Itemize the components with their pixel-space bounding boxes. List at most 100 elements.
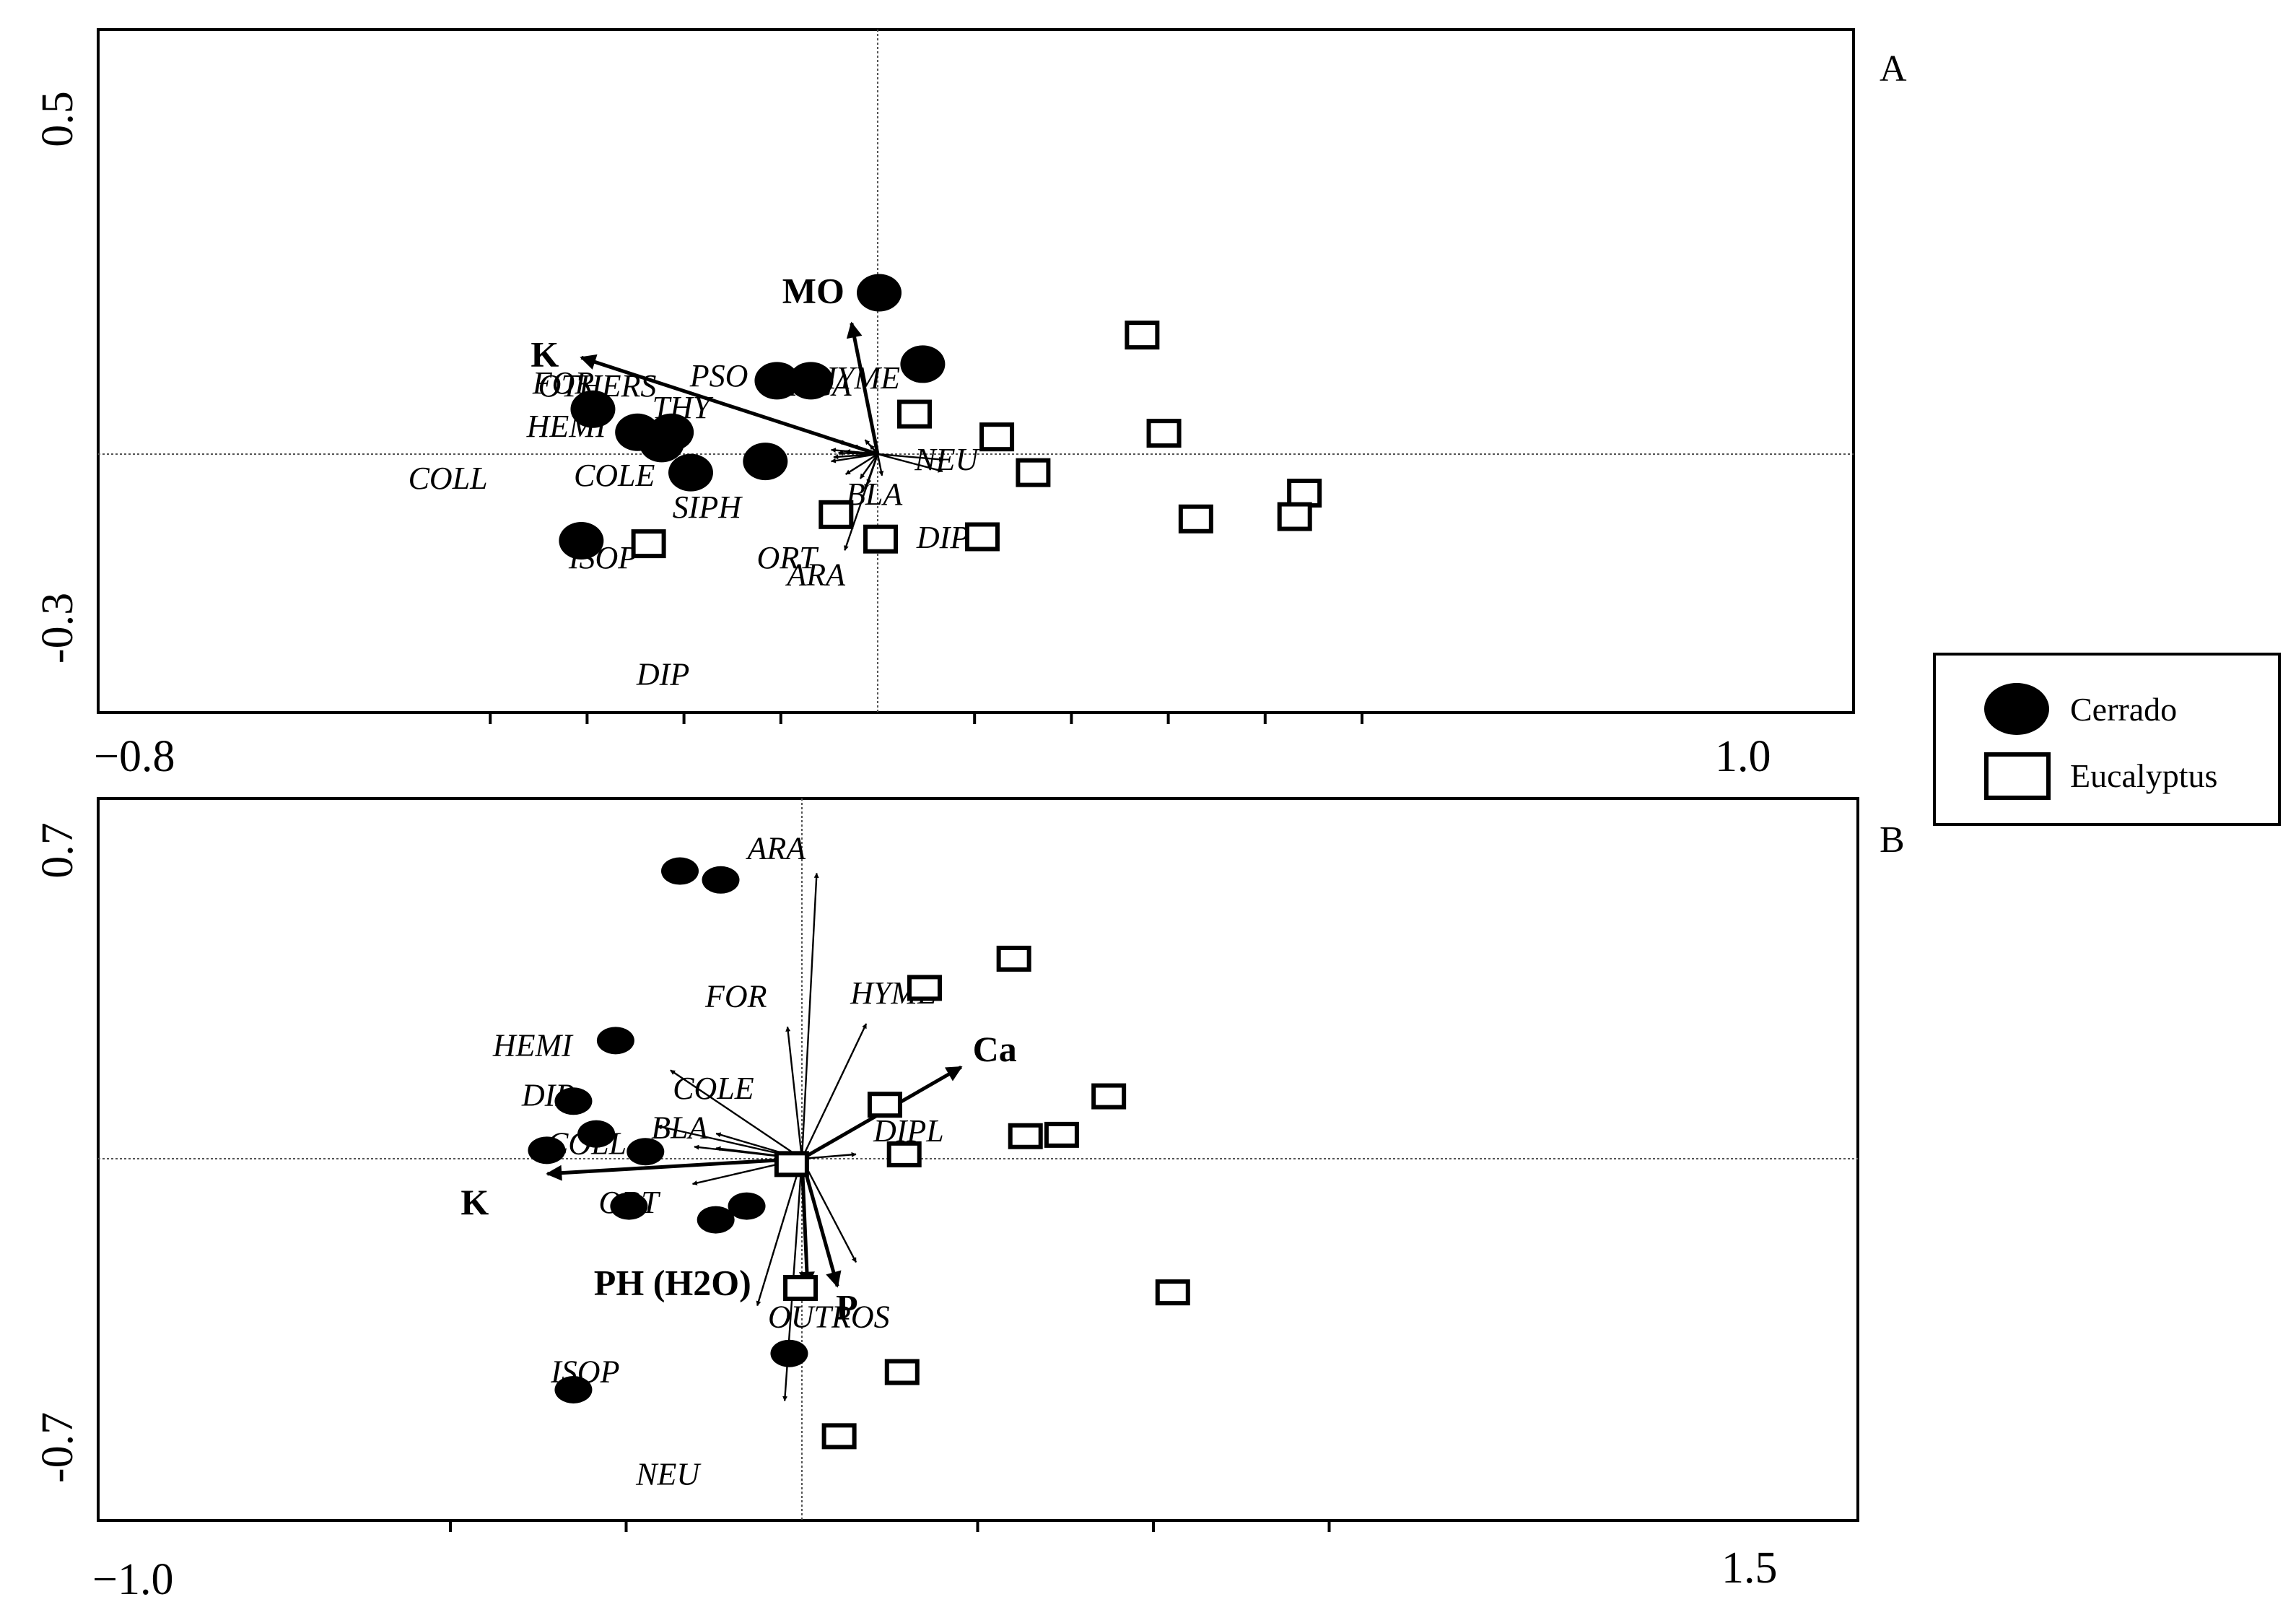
cerrado-point	[661, 857, 699, 885]
eucalyptus-point	[1146, 419, 1182, 448]
cerrado-point	[596, 1027, 634, 1055]
env-label-k: K	[460, 1182, 489, 1222]
species-label-cole: COLE	[673, 1071, 754, 1106]
eucalyptus-point	[1091, 1083, 1127, 1110]
legend-box	[1933, 653, 2281, 826]
eucalyptus-point	[907, 975, 942, 1001]
env-arrow-p	[800, 1158, 842, 1288]
cerrado-point	[702, 866, 740, 894]
species-label-neu: NEU	[914, 442, 980, 477]
species-label-coll: COLL	[409, 461, 488, 496]
cerrado-point	[577, 1120, 616, 1148]
species-label-ara: ARA	[785, 557, 846, 592]
species-arrow-isop	[859, 453, 878, 479]
eucalyptus-point	[1178, 504, 1213, 534]
env-label-k: K	[531, 334, 559, 374]
env-arrow-k	[546, 1157, 803, 1181]
cerrado-point	[788, 362, 834, 400]
species-label-bla: BLA	[651, 1110, 708, 1145]
env-label-mo: MO	[782, 271, 844, 311]
cerrado-point	[610, 1192, 648, 1220]
env-arrow-ph-h2o	[798, 1158, 815, 1288]
eucalyptus-point	[867, 1092, 902, 1118]
env-arrow-mo	[846, 321, 880, 455]
species-label-cole: COLE	[574, 458, 655, 493]
panel-a-y-tick-max: 0.5	[33, 91, 82, 147]
panel-b-x-tick-min: −1.0	[92, 1555, 173, 1604]
species-arrow-dipl	[801, 1152, 857, 1160]
species-label-neu: NEU	[635, 1456, 702, 1492]
panel-b-label: B	[1880, 819, 1905, 861]
legend: Cerrado Eucalyptus	[1933, 653, 2281, 826]
cerrado-point	[900, 345, 946, 383]
eucalyptus-point	[1008, 1123, 1043, 1149]
cerrado-point	[639, 425, 684, 463]
species-label-outros: OUTROS	[768, 1299, 890, 1334]
eucalyptus-point	[631, 529, 666, 559]
species-arrow-siph	[845, 453, 878, 475]
eucalyptus-point	[783, 1274, 819, 1301]
species-arrow-dipl	[877, 453, 943, 473]
legend-cerrado-marker	[1984, 683, 2049, 735]
species-label-pso: PSO	[689, 358, 748, 393]
species-arrow-outros	[800, 1158, 857, 1263]
panel-a-sample-points	[559, 274, 1322, 560]
species-label-for: FOR	[704, 978, 767, 1014]
cerrado-point	[559, 521, 604, 560]
eucalyptus-point	[1125, 321, 1160, 350]
env-label-ph-h2o: PH (H2O)	[594, 1263, 751, 1303]
panel-a-x-tick-max: 1.0	[1715, 732, 1771, 781]
panel-b-y-tick-max: 0.7	[33, 822, 82, 879]
species-arrow-ara	[844, 453, 879, 551]
panel-a-x-tick-min: −0.8	[94, 732, 175, 781]
eucalyptus-point	[819, 500, 854, 529]
cerrado-point	[697, 1206, 735, 1234]
eucalyptus-point	[863, 524, 899, 554]
cerrado-point	[554, 1087, 593, 1115]
eucalyptus-point	[964, 522, 1000, 552]
eucalyptus-point	[996, 945, 1031, 972]
cerrado-point	[857, 274, 902, 312]
panel-a-frame	[97, 28, 1855, 714]
cerrado-point	[668, 453, 713, 492]
panel-a: −0.8 1.0 0.5 -0.3 A OTHERSACAPSOHYMEFORT…	[33, 28, 1907, 781]
species-label-siph: SIPH	[673, 489, 743, 525]
species-arrow-isop	[756, 1158, 803, 1307]
legend-eucalyptus-label: Eucalyptus	[2070, 757, 2217, 794]
eucalyptus-point	[979, 422, 1015, 452]
eucalyptus-point	[1155, 1279, 1190, 1306]
panel-a-x-ticks	[489, 713, 1363, 724]
legend-eucalyptus-marker	[1984, 752, 2051, 800]
panel-a-environmental-vectors: MO K	[531, 271, 880, 456]
panel-b-x-ticks	[449, 1520, 1331, 1532]
panel-b-y-tick-min: -0.7	[33, 1412, 82, 1483]
eucalyptus-point	[1016, 458, 1051, 487]
env-label-p: P	[836, 1287, 858, 1328]
cerrado-point	[528, 1136, 566, 1165]
cerrado-point	[627, 1138, 665, 1166]
species-arrow-coll	[830, 453, 878, 463]
legend-cerrado-label: Cerrado	[2070, 691, 2177, 728]
panel-a-y-tick-min: -0.3	[33, 593, 82, 663]
cerrado-point	[770, 1339, 808, 1367]
eucalyptus-point	[1287, 479, 1322, 508]
cerrado-point	[754, 362, 800, 400]
cerrado-point	[554, 1375, 593, 1403]
eucalyptus-point	[774, 1151, 809, 1177]
species-label-ort: ORT	[757, 540, 820, 575]
env-label-ca: Ca	[973, 1029, 1017, 1069]
species-arrow-bla	[876, 453, 884, 476]
species-arrow-hyme	[800, 1023, 868, 1159]
species-arrow-for	[785, 1026, 803, 1159]
eucalyptus-point	[896, 399, 932, 429]
cerrado-point	[570, 390, 616, 428]
species-arrow-ara	[800, 872, 819, 1159]
eucalyptus-point	[821, 1423, 857, 1450]
panel-b-sample-points	[528, 857, 1190, 1450]
panel-b-species-vectors: ARAFORHYMEHEMIDIPCOLEBLACOLLDIPLORTOUTRO…	[492, 831, 944, 1492]
panel-b-x-tick-max: 1.5	[1721, 1544, 1778, 1593]
species-label-dip: DIP	[636, 657, 689, 692]
species-label-bla: BLA	[846, 476, 903, 512]
cerrado-point	[728, 1192, 766, 1220]
